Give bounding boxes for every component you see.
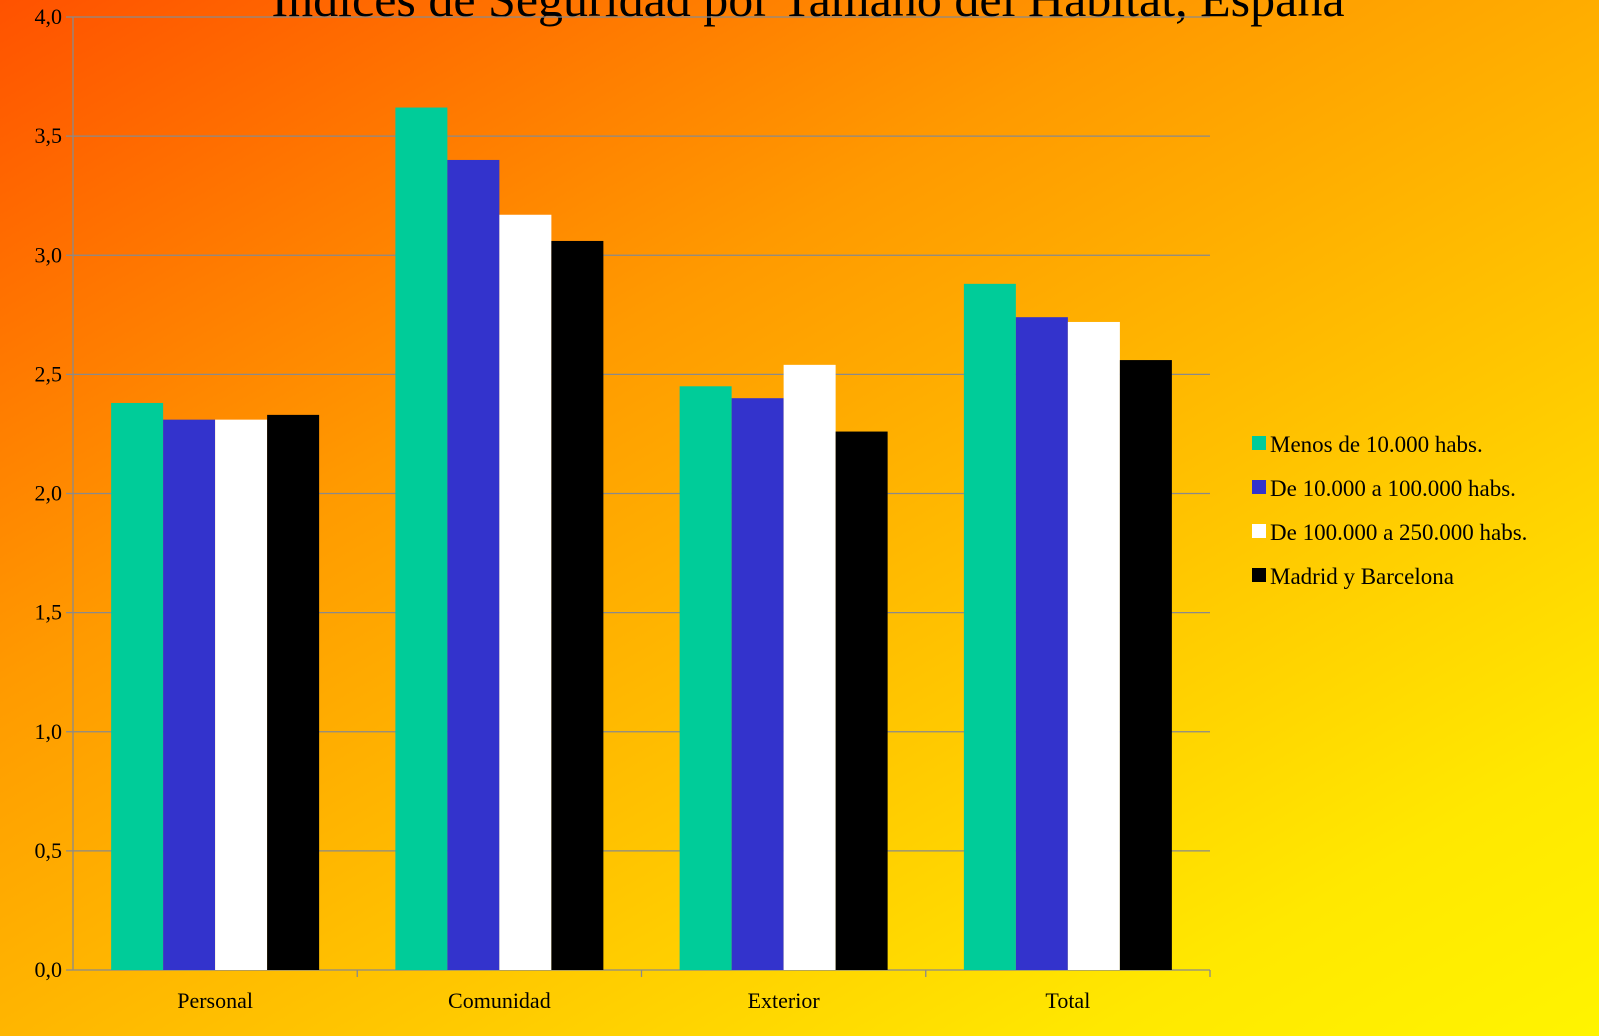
legend: Menos de 10.000 habs. De 10.000 a 100.000… — [1252, 432, 1527, 589]
bar — [963, 283, 1016, 971]
chart-title: Índices de Seguridad por Tamaño del Hábi… — [271, 0, 1344, 27]
x-tick-label: Exterior — [748, 988, 821, 1013]
legend-swatch — [1252, 524, 1266, 538]
legend-swatch — [1252, 436, 1266, 450]
y-tick-label: 0,0 — [35, 957, 63, 982]
legend-label: De 100.000 a 250.000 habs. — [1270, 520, 1527, 545]
bar — [731, 398, 784, 970]
y-tick-label: 1,0 — [35, 719, 63, 744]
legend-label: Madrid y Barcelona — [1270, 564, 1454, 589]
y-tick-label: 0,5 — [35, 838, 63, 863]
bars — [111, 107, 1172, 971]
x-tick-label: Comunidad — [448, 988, 551, 1013]
bar — [215, 419, 268, 971]
bar — [111, 402, 164, 971]
y-tick-label: 3,5 — [35, 123, 63, 148]
y-tick-label: 1,5 — [35, 600, 63, 625]
x-tick-label: Personal — [177, 988, 253, 1013]
bar — [267, 414, 320, 970]
x-axis-tick-labels: Personal Comunidad Exterior Total — [177, 988, 1090, 1013]
bar — [395, 107, 448, 970]
bar — [1067, 321, 1120, 971]
bar — [163, 419, 216, 971]
y-tick-label: 2,5 — [35, 361, 63, 386]
legend-label: Menos de 10.000 habs. — [1270, 432, 1483, 457]
x-tick-label: Total — [1045, 988, 1090, 1013]
y-tick-label: 3,0 — [35, 242, 63, 267]
bar — [835, 431, 888, 970]
bar — [499, 214, 552, 970]
legend-swatch — [1252, 480, 1266, 494]
y-tick-label: 4,0 — [35, 4, 63, 29]
legend-label: De 10.000 a 100.000 habs. — [1270, 476, 1516, 501]
bar — [1119, 360, 1172, 971]
legend-swatch — [1252, 568, 1266, 582]
y-axis-tick-labels: 0,0 0,5 1,0 1,5 2,0 2,5 3,0 3,5 4,0 — [35, 4, 63, 982]
bar — [1015, 317, 1068, 970]
bar — [447, 159, 500, 970]
bar — [551, 240, 604, 970]
y-tick-label: 2,0 — [35, 481, 63, 506]
bar — [783, 364, 836, 971]
bar — [679, 386, 732, 971]
